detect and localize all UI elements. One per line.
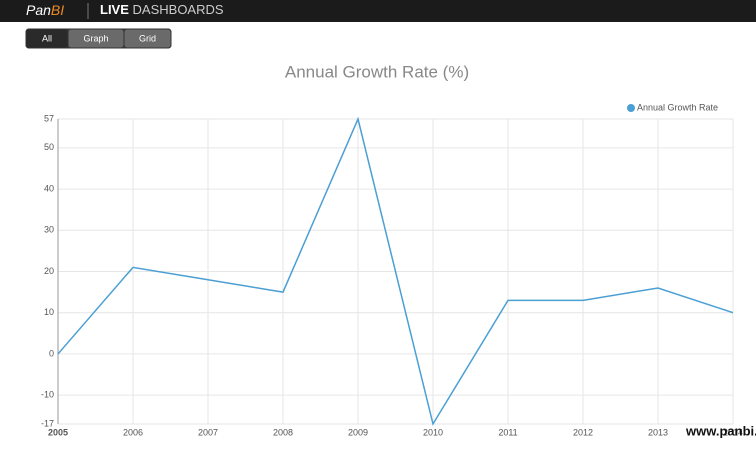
logo-part: BI bbox=[51, 2, 64, 18]
tab-group: All Graph Grid bbox=[25, 28, 172, 49]
logo: PanBI bbox=[26, 2, 64, 18]
y-tick-label: 10 bbox=[44, 307, 54, 317]
chart-title: Annual Growth Rate (%) bbox=[285, 62, 469, 81]
tab-label[interactable]: All bbox=[42, 33, 52, 43]
logo-part: Pan bbox=[26, 2, 51, 18]
tab-button[interactable] bbox=[123, 28, 172, 49]
tab-label[interactable]: Grid bbox=[139, 33, 156, 43]
title-part: LIVE bbox=[100, 2, 129, 17]
x-tick-label: 2013 bbox=[648, 427, 668, 437]
x-tick-label: 2009 bbox=[348, 427, 368, 437]
tab-label[interactable]: Graph bbox=[83, 33, 108, 43]
x-tick-label: 2006 bbox=[123, 427, 143, 437]
x-tick-label: 2007 bbox=[198, 427, 218, 437]
x-tick-label: 2012 bbox=[573, 427, 593, 437]
legend-label[interactable]: Annual Growth Rate bbox=[637, 102, 718, 112]
header-bar bbox=[0, 0, 756, 22]
x-tick-label: 2005 bbox=[48, 427, 68, 437]
y-tick-label: 30 bbox=[44, 225, 54, 235]
y-tick-label: 0 bbox=[49, 348, 54, 358]
header-title: LIVE DASHBOARDS bbox=[100, 2, 224, 17]
legend-swatch[interactable] bbox=[627, 104, 635, 112]
y-tick-label: 57 bbox=[44, 113, 54, 123]
x-tick-label: 2008 bbox=[273, 427, 293, 437]
watermark: www.panbi.com bbox=[685, 423, 756, 438]
y-tick-label: -17 bbox=[41, 418, 54, 428]
y-tick-label: 20 bbox=[44, 266, 54, 276]
x-tick-label: 2010 bbox=[423, 427, 443, 437]
x-tick-label: 2011 bbox=[498, 427, 517, 437]
x-tick-label: 2014 bbox=[723, 427, 743, 437]
series-line bbox=[57, 116, 734, 426]
y-tick-label: 50 bbox=[44, 142, 54, 152]
y-tick-label: 40 bbox=[44, 183, 54, 193]
plot: -17 -10 0 10 20 30 40 50 57 2005 2006 2007 2008 2009 2… bbox=[41, 102, 743, 437]
y-tick-label: -10 bbox=[41, 390, 54, 400]
title-part: DASHBOARDS bbox=[133, 2, 224, 17]
